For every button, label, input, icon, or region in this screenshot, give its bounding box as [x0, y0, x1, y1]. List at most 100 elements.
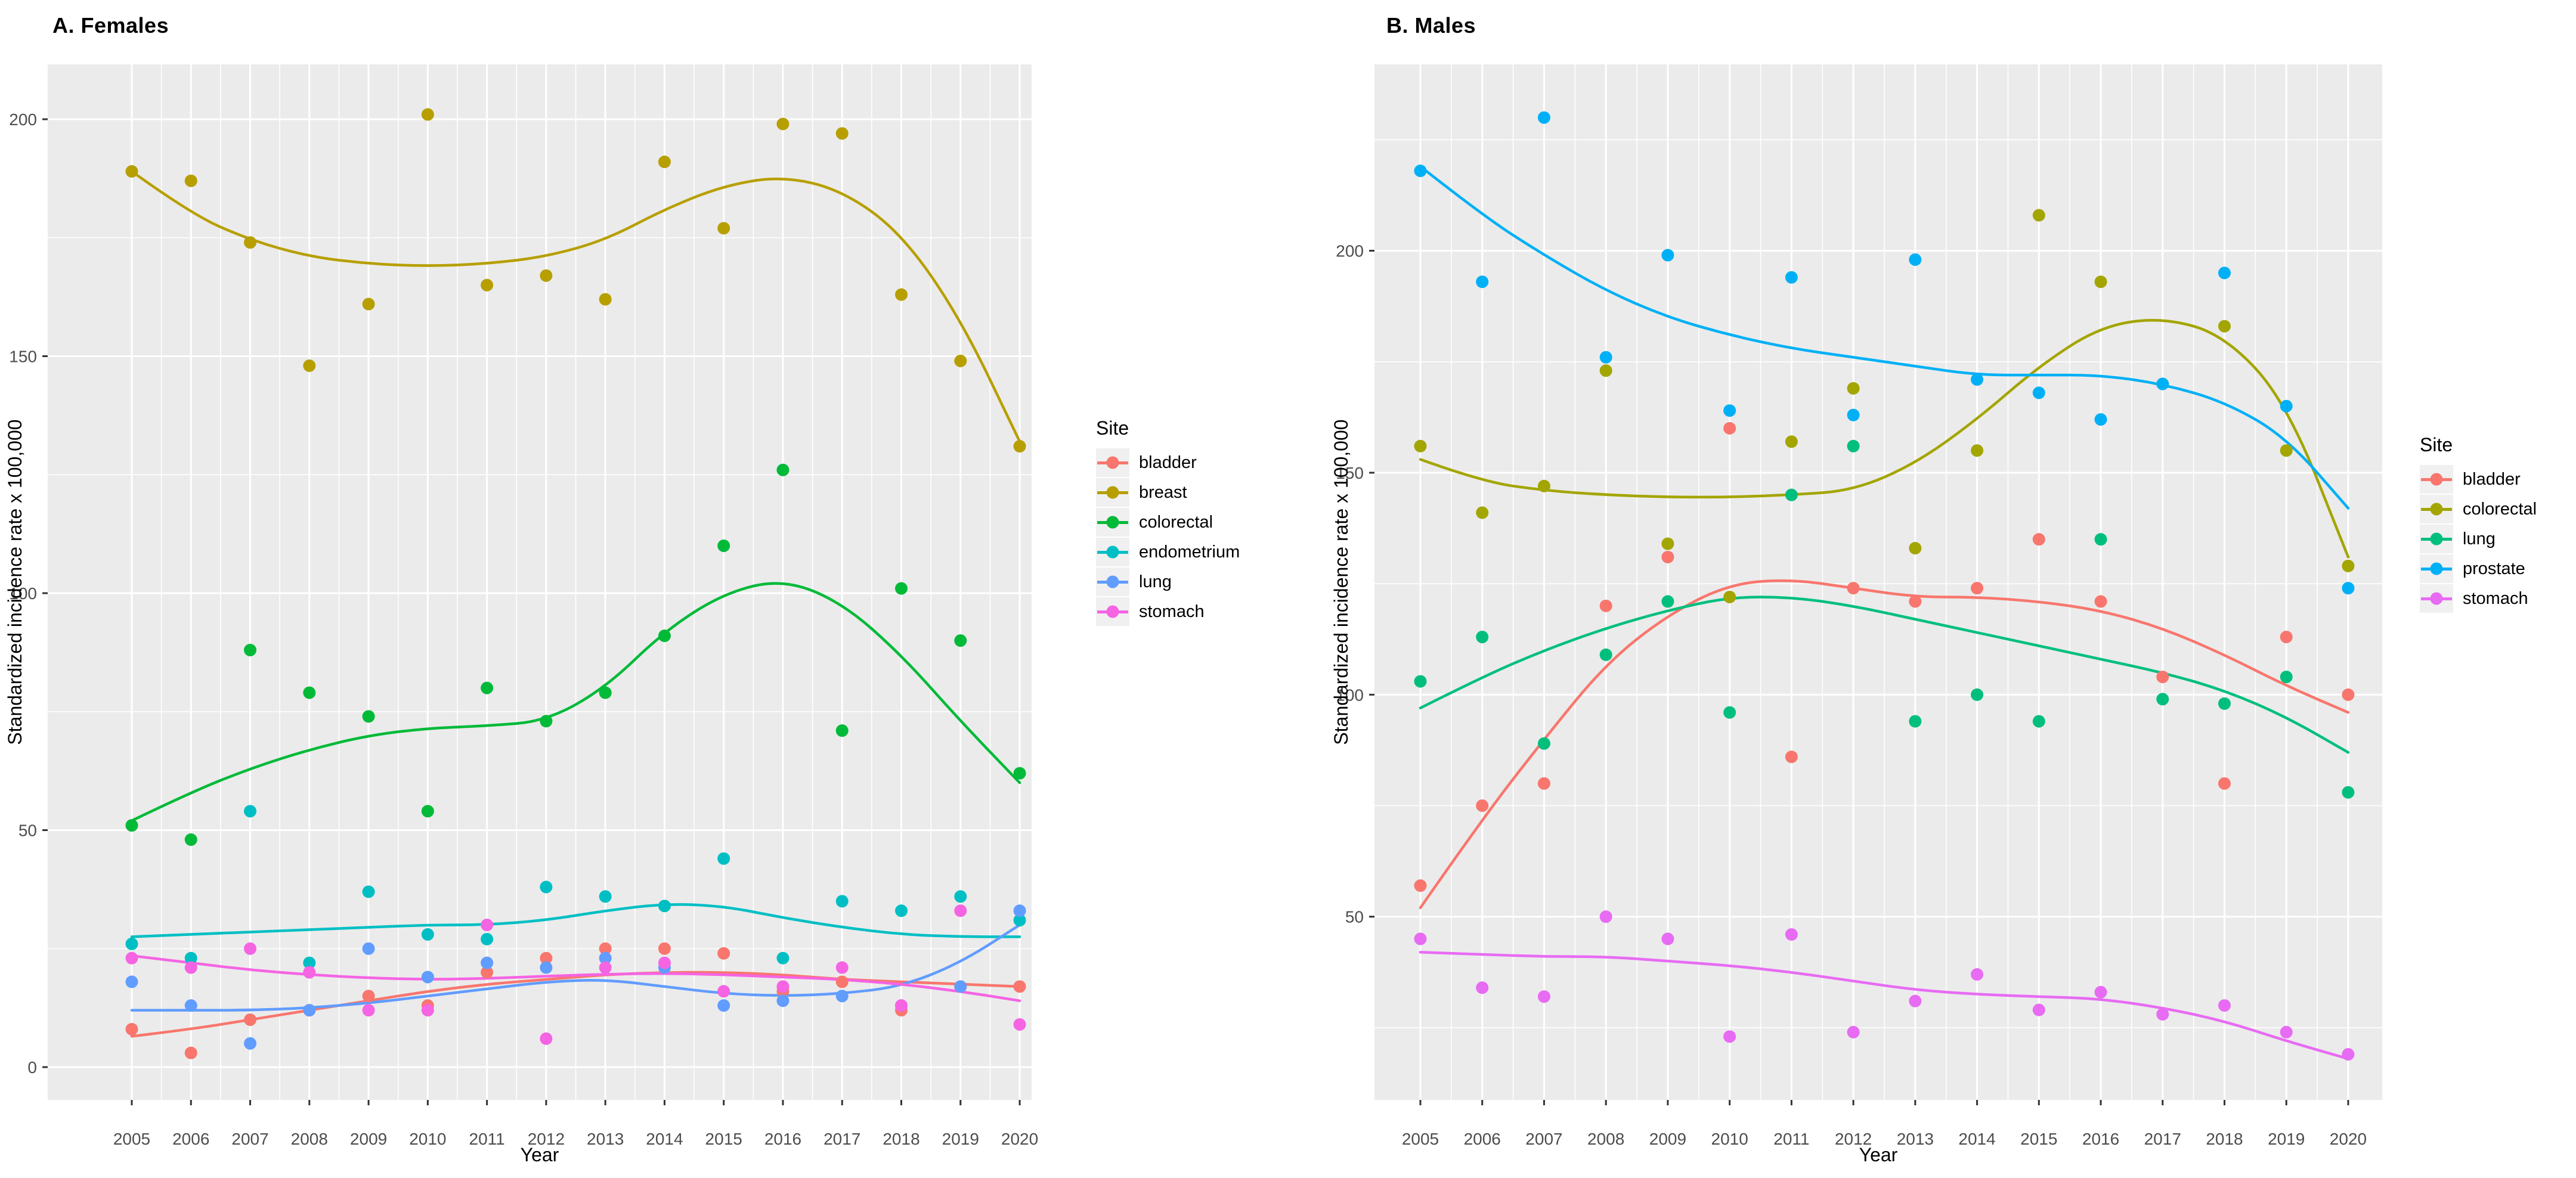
legend-key-colorectal: [2420, 495, 2453, 523]
point-lung-2019: [2280, 671, 2293, 684]
point-prostate-2006: [1476, 275, 1489, 289]
point-prostate-2011: [1785, 271, 1798, 284]
x-tick-label: 2006: [1464, 1130, 1501, 1148]
legend-key-dot: [2430, 503, 2443, 516]
x-tick-label: 2012: [1835, 1130, 1872, 1148]
point-colorectal-2012: [540, 715, 553, 728]
point-bladder-2016: [2094, 595, 2107, 608]
point-lung-2020: [2342, 786, 2355, 799]
legend-key-stomach: [2420, 584, 2453, 613]
point-stomach-2016: [2094, 985, 2107, 999]
x-tick-label: 2013: [1897, 1130, 1934, 1148]
legend-title: Site: [1096, 417, 1129, 439]
points-stomach: [125, 904, 1026, 1045]
point-colorectal-2014: [1971, 444, 1984, 457]
point-colorectal-2006: [1476, 506, 1489, 519]
legend-item-breast: breast: [1096, 478, 1240, 507]
point-stomach-2008: [303, 966, 316, 979]
point-breast-2007: [244, 236, 257, 249]
points-breast: [125, 108, 1026, 453]
legend-item-stomach: stomach: [1096, 597, 1240, 627]
point-stomach-2014: [1971, 968, 1984, 981]
legend-key-colorectal: [1096, 508, 1129, 537]
point-breast-2009: [362, 297, 375, 311]
point-colorectal-2010: [421, 805, 434, 818]
legend-label-prostate: prostate: [2463, 559, 2525, 578]
point-stomach-2018: [2218, 999, 2231, 1012]
point-colorectal-2008: [1599, 364, 1612, 377]
x-tick-label: 2020: [2330, 1130, 2367, 1148]
point-bladder-2011: [481, 966, 494, 979]
point-bladder-2009: [362, 990, 375, 1003]
y-tick-label: 100: [9, 584, 37, 603]
point-breast-2015: [717, 222, 730, 235]
legend-item-bladder: bladder: [1096, 448, 1240, 478]
point-stomach-2013: [599, 961, 612, 974]
point-stomach-2011: [481, 919, 494, 931]
point-endometrium-2019: [954, 890, 967, 903]
legend-key-bladder: [2420, 465, 2453, 494]
point-endometrium-2005: [125, 937, 138, 950]
legend-key-dot: [1106, 575, 1119, 588]
point-bladder-2020: [2342, 688, 2355, 701]
x-tick-label: 2014: [646, 1130, 683, 1148]
x-tick-label: 2013: [587, 1130, 624, 1148]
point-prostate-2008: [1599, 351, 1612, 364]
y-axis-title: Standardized incidence rate x 100,000: [1330, 419, 1352, 745]
x-tick-label: 2008: [291, 1130, 328, 1148]
legend-key-dot: [2430, 532, 2443, 545]
point-bladder-2015: [717, 947, 730, 960]
trend-line-colorectal: [1419, 319, 2350, 559]
x-tick-label: 2011: [469, 1130, 505, 1148]
x-tick-label: 2008: [1587, 1130, 1624, 1148]
trend-line-stomach: [130, 954, 1021, 1002]
point-colorectal-2014: [658, 630, 671, 643]
plot-background: [1374, 64, 2382, 1100]
point-colorectal-2020: [2342, 559, 2355, 572]
legend-item-prostate: prostate: [2420, 554, 2537, 584]
legend-label-lung: lung: [1139, 572, 1172, 591]
point-lung-2006: [1476, 630, 1489, 643]
point-stomach-2017: [835, 961, 849, 974]
legend-title: Site: [2420, 434, 2453, 455]
point-prostate-2020: [2342, 582, 2355, 595]
point-prostate-2019: [2280, 399, 2293, 413]
point-bladder-2009: [1661, 550, 1674, 563]
point-bladder-2017: [835, 975, 849, 988]
point-colorectal-2013: [599, 686, 612, 699]
legend-label-bladder: bladder: [2463, 469, 2521, 489]
y-tick-label: 50: [18, 822, 37, 840]
x-axis-title: Year: [1859, 1144, 1898, 1165]
point-bladder-2015: [2032, 533, 2045, 546]
y-tick-label: 200: [9, 110, 37, 129]
trend-line-stomach: [1419, 950, 2350, 1061]
legend-label-lung: lung: [2463, 529, 2496, 548]
x-tick-label: 2010: [409, 1130, 446, 1148]
point-lung-2007: [1537, 737, 1550, 750]
x-tick-label: 2012: [528, 1130, 565, 1148]
point-lung-2011: [481, 956, 494, 969]
point-colorectal-2020: [1013, 767, 1026, 780]
plot-background: [48, 64, 1032, 1100]
legend-item-endometrium: endometrium: [1096, 537, 1240, 567]
point-colorectal-2013: [1909, 542, 1922, 555]
point-stomach-2019: [954, 904, 967, 917]
point-prostate-2018: [2218, 266, 2231, 280]
point-colorectal-2007: [1537, 479, 1550, 492]
point-colorectal-2011: [481, 681, 494, 695]
points-prostate: [1414, 111, 2355, 595]
legend-key-dot: [1106, 456, 1119, 469]
legend-key-dot: [1106, 545, 1119, 559]
axes: 0 50 100 150 200 2005 2006 2007 2008 2009 2010 2011…: [9, 110, 1038, 1148]
panel-females: A. Females 0 50 100 150 200 2005 2006 2007 2008 2…: [4, 13, 1240, 1165]
trend-line-breast: [130, 170, 1021, 443]
point-colorectal-2012: [1847, 382, 1860, 395]
x-tick-label: 2019: [942, 1130, 979, 1148]
point-colorectal-2006: [184, 833, 197, 846]
y-tick-label: 150: [1336, 464, 1364, 482]
point-endometrium-2014: [658, 900, 671, 913]
point-endometrium-2017: [835, 895, 849, 908]
x-tick-label: 2006: [172, 1130, 209, 1148]
point-breast-2020: [1013, 440, 1026, 453]
point-breast-2018: [895, 288, 908, 301]
